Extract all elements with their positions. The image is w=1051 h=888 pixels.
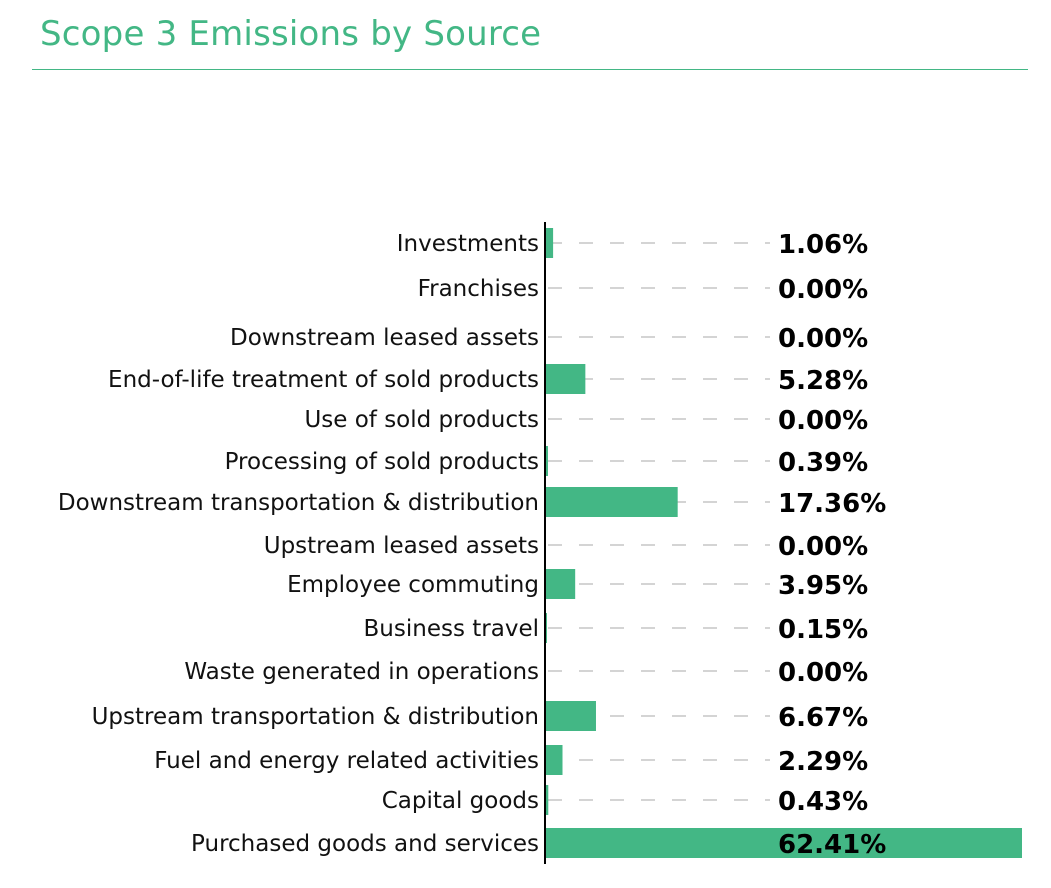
- category-label: Upstream transportation & distribution: [92, 704, 539, 730]
- category-label: Processing of sold products: [225, 449, 539, 475]
- bar: [545, 745, 563, 775]
- value-label: 62.41%: [778, 830, 886, 860]
- bar: [545, 569, 576, 599]
- value-label: 0.15%: [778, 615, 868, 645]
- category-label: Business travel: [364, 616, 539, 642]
- category-label: Use of sold products: [304, 407, 539, 433]
- category-label: Fuel and energy related activities: [154, 748, 539, 774]
- category-label: End-of-life treatment of sold products: [108, 367, 539, 393]
- value-label: 0.00%: [778, 324, 868, 354]
- value-label: 1.06%: [778, 230, 868, 260]
- value-label: 2.29%: [778, 747, 868, 777]
- title-divider: [32, 69, 1028, 70]
- value-label: 0.00%: [778, 275, 868, 305]
- bar: [545, 446, 548, 476]
- leader-lines: [548, 242, 770, 844]
- category-label: Downstream leased assets: [230, 325, 539, 351]
- category-label: Capital goods: [382, 788, 539, 814]
- value-label: 3.95%: [778, 571, 868, 601]
- value-labels: 1.06% 0.00% 0.00% 5.28% 0.00% 0.39% 17.36% 0.00…: [778, 230, 886, 860]
- bar: [545, 701, 596, 731]
- category-label: Purchased goods and services: [191, 831, 539, 857]
- category-label: Investments: [397, 231, 539, 257]
- chart-title: Scope 3 Emissions by Source: [40, 14, 542, 54]
- value-label: 6.67%: [778, 703, 868, 733]
- value-label: 0.00%: [778, 532, 868, 562]
- category-labels: Investments Franchises Downstream leased a…: [58, 231, 539, 857]
- category-label: Upstream leased assets: [264, 533, 539, 559]
- value-label: 0.43%: [778, 787, 868, 817]
- value-label: 17.36%: [778, 489, 886, 519]
- category-label: Employee commuting: [287, 572, 539, 598]
- value-label: 0.00%: [778, 658, 868, 688]
- bar: [545, 487, 678, 517]
- category-label: Waste generated in operations: [184, 659, 539, 685]
- category-label: Downstream transportation & distribution: [58, 490, 539, 516]
- bar: [545, 364, 586, 394]
- value-label: 5.28%: [778, 366, 868, 396]
- value-label: 0.39%: [778, 448, 868, 478]
- bar: [545, 828, 1022, 858]
- value-label: 0.00%: [778, 406, 868, 436]
- bars: [545, 228, 1022, 858]
- bar: [545, 228, 554, 258]
- bar: [545, 785, 549, 815]
- category-label: Franchises: [418, 276, 539, 302]
